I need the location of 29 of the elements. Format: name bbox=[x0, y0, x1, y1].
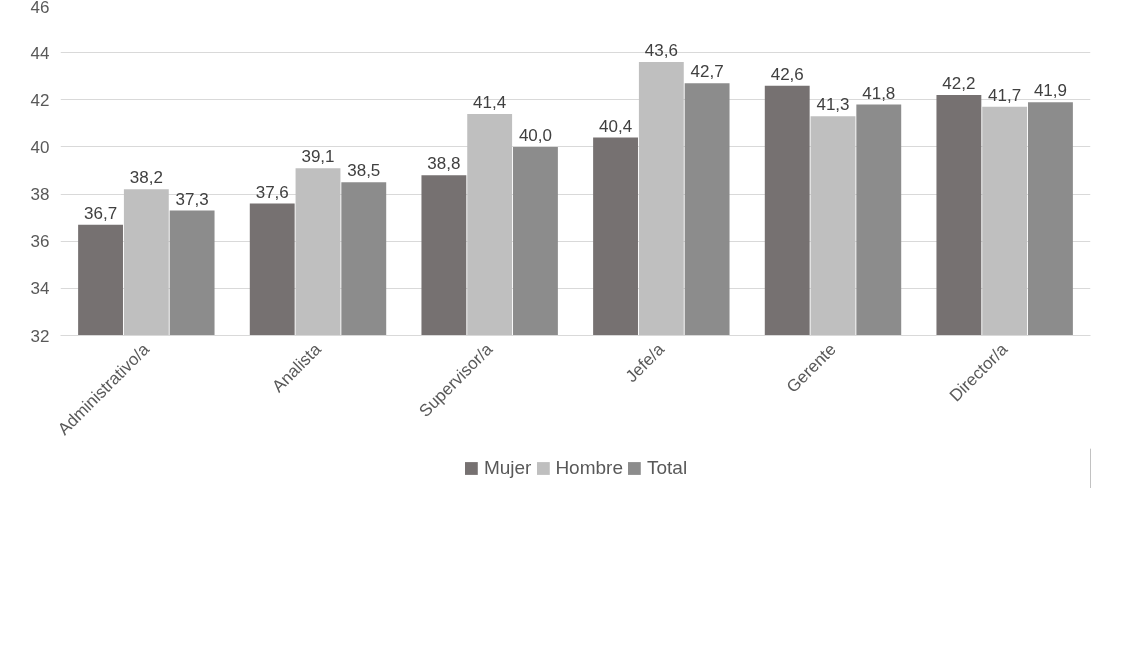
data-label: 40,0 bbox=[518, 125, 552, 145]
data-label: 41,7 bbox=[988, 85, 1022, 105]
data-label: 41,3 bbox=[816, 95, 850, 115]
data-label: 41,4 bbox=[473, 92, 507, 112]
y-tick-label: 40 bbox=[30, 137, 50, 157]
data-label: 39,1 bbox=[301, 147, 335, 167]
y-tick-label: 44 bbox=[30, 43, 50, 63]
data-label: 38,5 bbox=[347, 161, 381, 181]
data-label: 43,6 bbox=[644, 41, 678, 61]
data-label: 41,8 bbox=[862, 83, 896, 103]
data-label: 41,9 bbox=[1033, 81, 1067, 101]
data-label: 40,4 bbox=[599, 116, 633, 136]
y-tick-label: 32 bbox=[30, 326, 50, 346]
legend-label: Mujer bbox=[483, 457, 532, 479]
data-label: 42,7 bbox=[690, 62, 724, 82]
y-tick-label: 38 bbox=[30, 185, 50, 205]
data-label: 37,6 bbox=[255, 182, 289, 202]
legend-label: Hombre bbox=[555, 457, 623, 479]
data-label: 38,2 bbox=[129, 168, 163, 188]
y-tick-label: 34 bbox=[30, 279, 50, 299]
legend-label: Total bbox=[646, 457, 688, 479]
data-label: 38,8 bbox=[427, 154, 461, 174]
data-label: 42,6 bbox=[770, 64, 804, 84]
data-label: 36,7 bbox=[84, 203, 118, 223]
data-label: 37,3 bbox=[175, 189, 209, 209]
data-label: 42,2 bbox=[942, 74, 976, 94]
y-tick-label: 42 bbox=[30, 90, 50, 110]
y-tick-label: 36 bbox=[30, 232, 50, 252]
y-tick-label: 46 bbox=[30, 0, 50, 17]
